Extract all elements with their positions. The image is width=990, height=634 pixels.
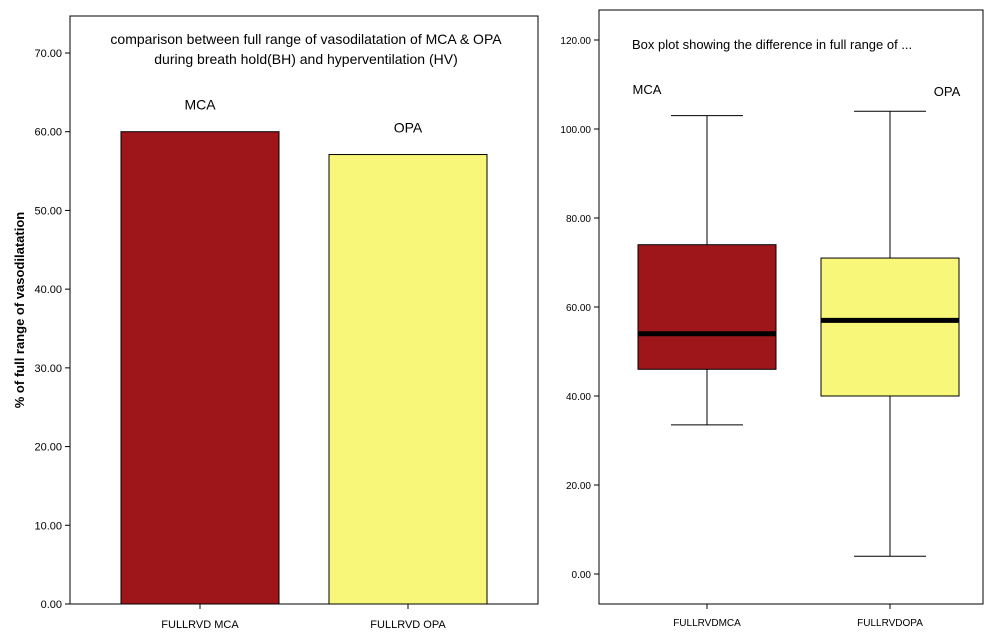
box-y-tick-label: 60.00 <box>566 303 591 314</box>
box-y-tick-label: 100.00 <box>560 125 591 136</box>
box-plot-boxes: MCA OPA <box>633 82 961 557</box>
box-x-tick-label: FULLRVDOPA <box>857 618 923 629</box>
box-y-tick-label: 80.00 <box>566 214 591 225</box>
bar-chart-title-line-1: comparison between full range of vasodil… <box>110 31 502 47</box>
bar-chart-frame <box>69 15 539 605</box>
bar-chart-bars: MCA OPA <box>120 97 488 605</box>
bar-chart-y-axis: 0.00 10.00 20.00 30.00 40.00 50.00 60.00 70.00 <box>34 48 70 611</box>
bar <box>328 154 488 605</box>
box-y-tick-label: 40.00 <box>566 392 591 403</box>
box-plot-y-axis: 0.00 20.00 40.00 60.00 80.00 100.00 120.00 <box>560 36 599 581</box>
box-plot-x-axis: FULLRVDMCA FULLRVDOPA <box>673 604 923 629</box>
bar-y-tick-label: 70.00 <box>34 48 62 60</box>
bar-y-tick-label: 20.00 <box>34 442 62 454</box>
bar-x-tick-label: FULLRVD MCA <box>161 619 239 631</box>
bar-chart: comparison between full range of vasodil… <box>12 15 539 631</box>
bar-y-tick-label: 30.00 <box>34 363 62 375</box>
bar-y-tick-label: 40.00 <box>34 284 62 296</box>
bar-x-tick-label: FULLRVD OPA <box>370 619 446 631</box>
box-y-tick-label: 120.00 <box>560 36 591 47</box>
bar-y-tick-label: 50.00 <box>34 205 62 217</box>
box-plot: Box plot showing the difference in full … <box>560 9 984 629</box>
bar-y-tick-label: 10.00 <box>34 520 62 532</box>
bar-y-tick-label: 0.00 <box>41 599 62 611</box>
bar-annotation-label: MCA <box>184 97 216 113</box>
box-plot-title: Box plot showing the difference in full … <box>632 37 912 52</box>
box-y-tick-label: 20.00 <box>566 481 591 492</box>
bar-chart-x-axis: FULLRVD MCA FULLRVD OPA <box>161 604 446 631</box>
bar <box>120 131 280 605</box>
box-x-tick-label: FULLRVDMCA <box>673 618 741 629</box>
box-annotation-label: MCA <box>633 82 662 97</box>
box <box>820 257 960 397</box>
box <box>637 244 777 370</box>
bar-y-tick-label: 60.00 <box>34 127 62 139</box>
box-annotation-label: OPA <box>934 84 961 99</box>
box-y-tick-label: 0.00 <box>572 570 592 581</box>
bar-chart-y-axis-label: % of full range of vasodilatation <box>12 212 27 409</box>
bar-chart-title-line-2: during breath hold(BH) and hyperventilat… <box>154 51 458 67</box>
bar-annotation-label: OPA <box>394 120 423 136</box>
